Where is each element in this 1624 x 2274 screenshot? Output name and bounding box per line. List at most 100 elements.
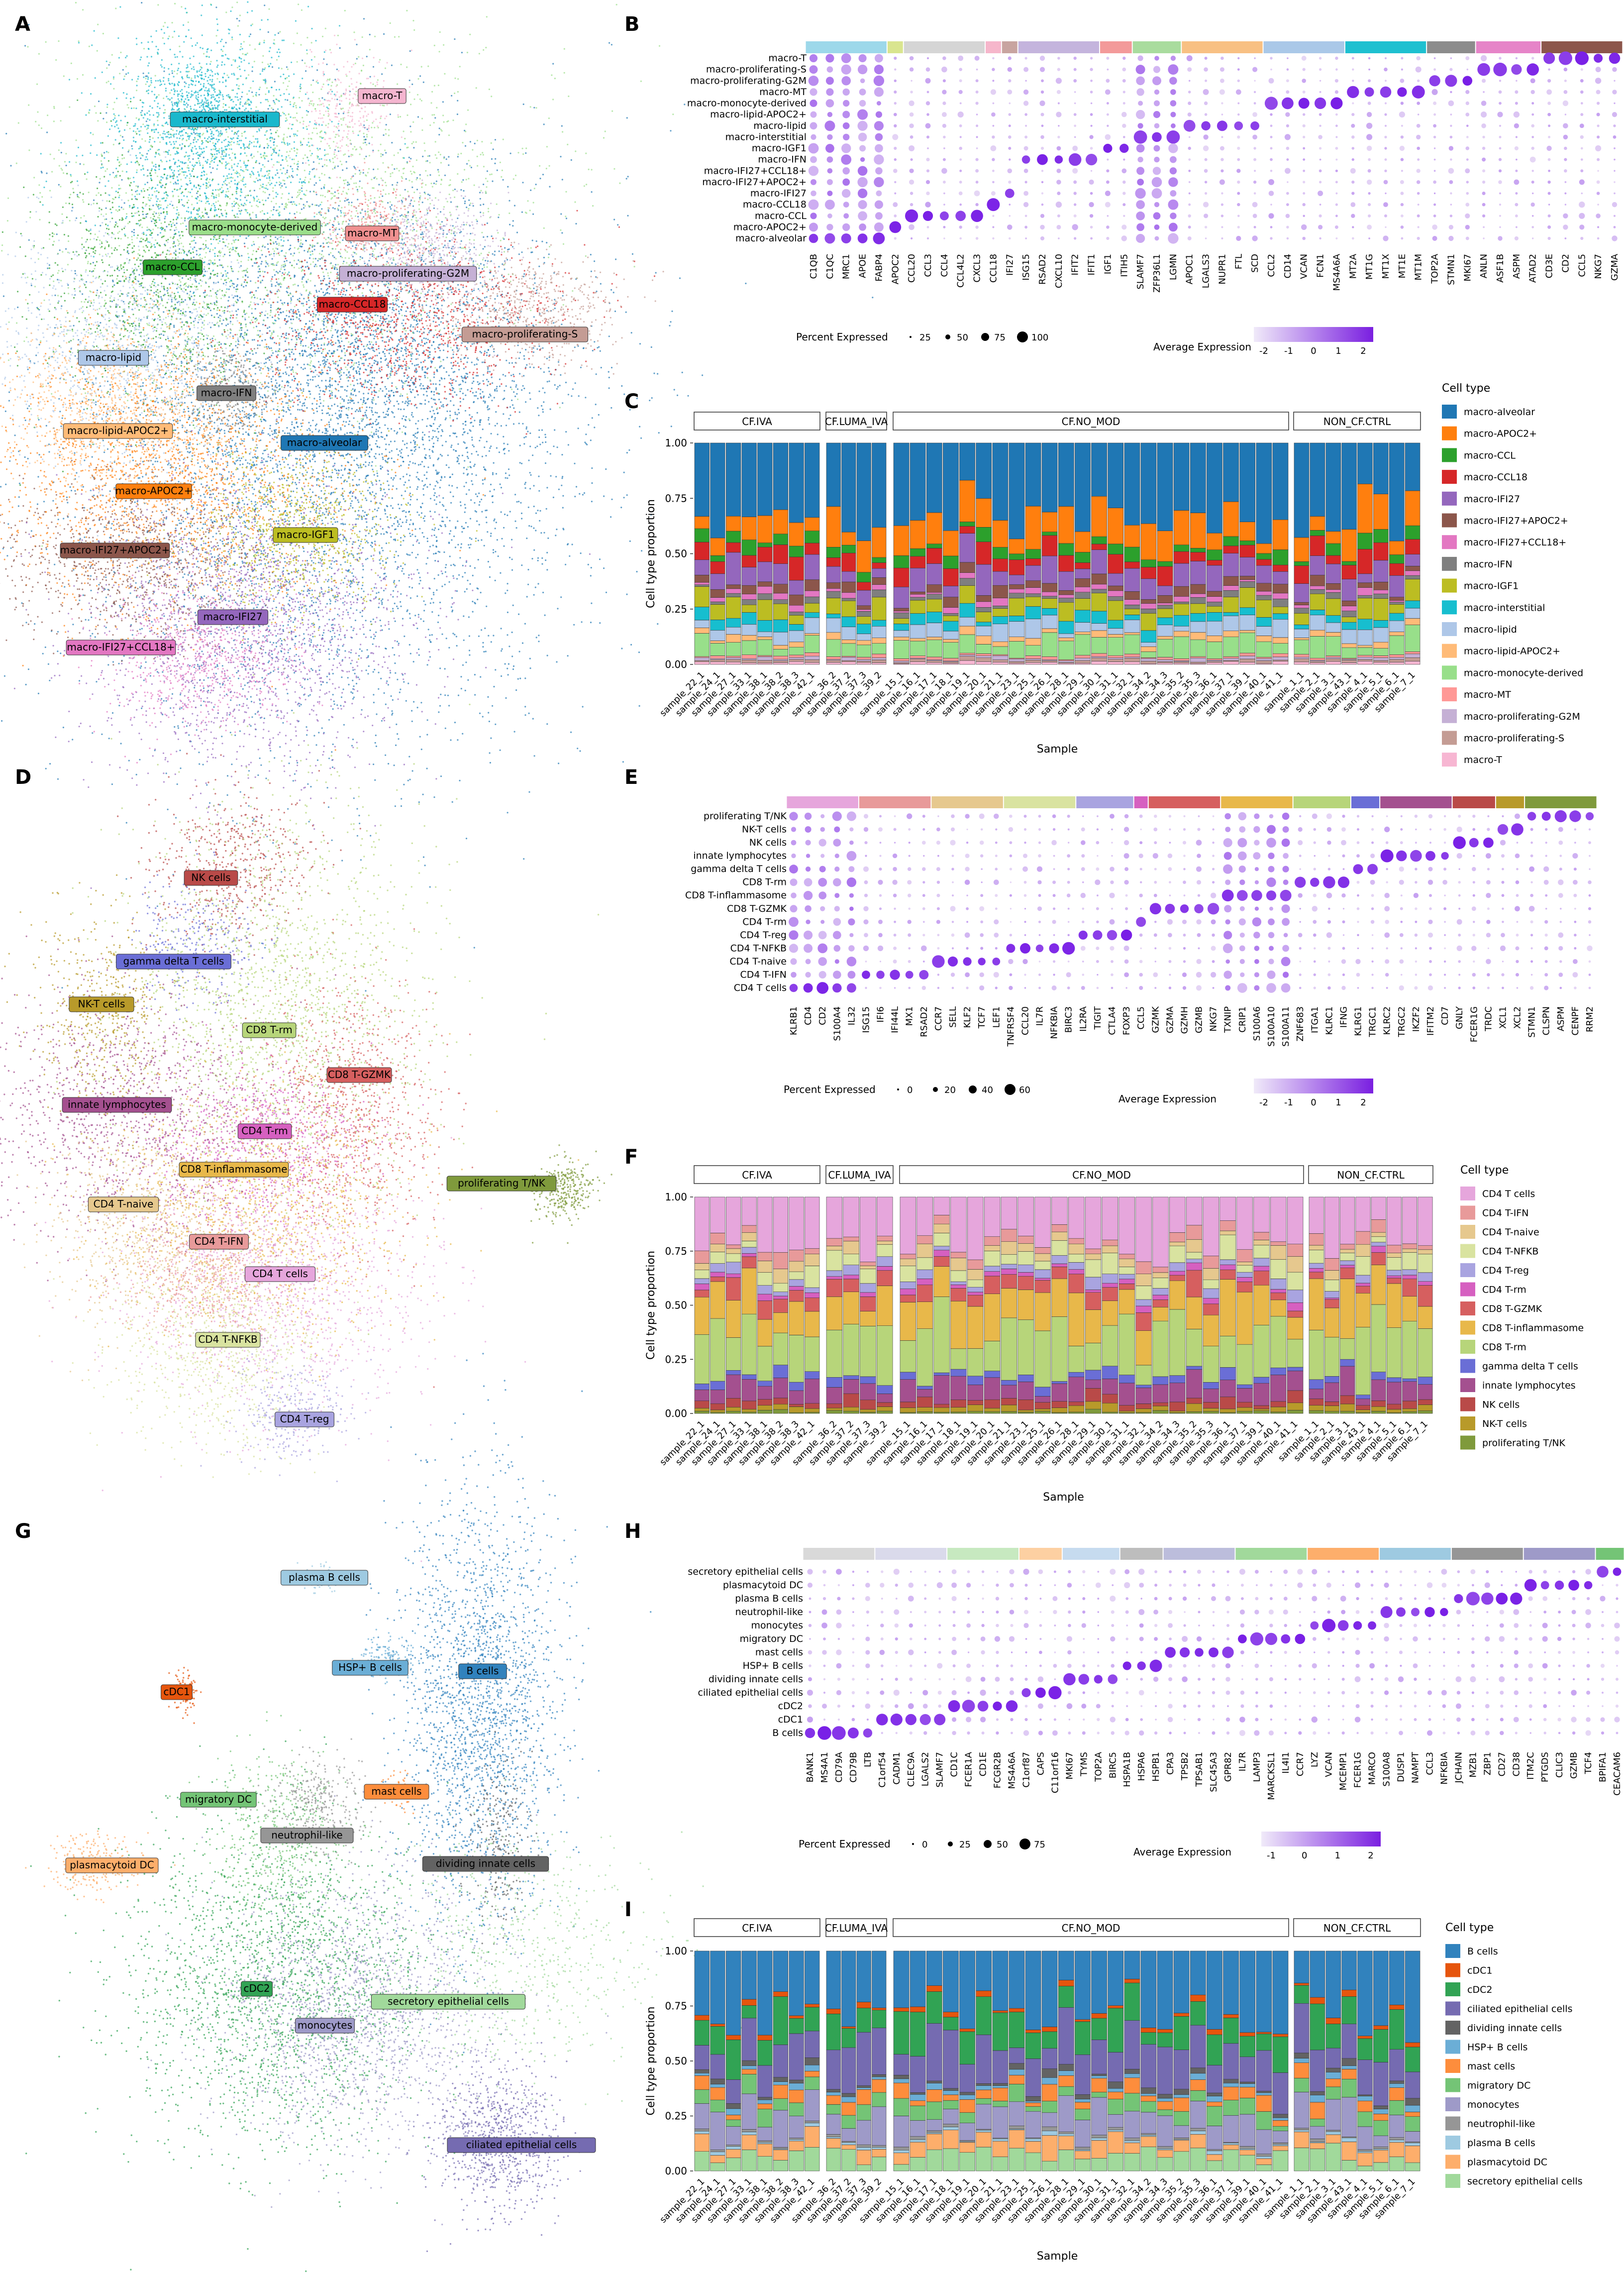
umap-point bbox=[533, 594, 535, 596]
umap-point bbox=[433, 262, 435, 264]
umap-point bbox=[378, 348, 380, 349]
umap-point bbox=[322, 512, 323, 514]
umap-point bbox=[164, 218, 166, 219]
umap-point bbox=[480, 393, 481, 395]
umap-point bbox=[395, 805, 396, 807]
umap-point bbox=[305, 608, 307, 610]
umap-point bbox=[126, 822, 127, 824]
umap-point bbox=[425, 263, 426, 265]
umap-point bbox=[418, 572, 419, 574]
umap-point bbox=[184, 606, 185, 607]
umap-point bbox=[438, 529, 439, 530]
umap-point bbox=[510, 153, 511, 154]
umap-point bbox=[527, 584, 529, 585]
umap-point bbox=[353, 385, 355, 386]
umap-point bbox=[410, 314, 411, 316]
umap-point bbox=[447, 345, 449, 347]
umap-point bbox=[343, 372, 345, 373]
umap-point bbox=[133, 229, 135, 230]
umap-point bbox=[409, 504, 411, 506]
umap-point bbox=[198, 549, 199, 550]
umap-point bbox=[274, 436, 276, 437]
umap-point bbox=[171, 371, 173, 372]
umap-point bbox=[363, 247, 365, 249]
umap-point bbox=[18, 496, 20, 498]
umap-point bbox=[342, 496, 344, 497]
umap-point bbox=[265, 652, 266, 653]
umap-point bbox=[397, 522, 399, 523]
umap-point bbox=[358, 391, 360, 393]
umap-point bbox=[416, 499, 418, 500]
umap-point bbox=[339, 501, 341, 503]
umap-point bbox=[326, 511, 327, 513]
umap-point bbox=[266, 386, 268, 387]
umap-point bbox=[347, 612, 349, 613]
umap-point bbox=[348, 184, 350, 185]
umap-point bbox=[177, 783, 178, 785]
umap-point bbox=[464, 512, 466, 513]
umap-point bbox=[283, 608, 285, 609]
umap-point bbox=[269, 330, 271, 331]
umap-point bbox=[522, 385, 524, 387]
umap-point bbox=[411, 412, 413, 414]
umap-point bbox=[418, 542, 420, 544]
umap-point bbox=[418, 614, 419, 615]
umap-point bbox=[118, 663, 119, 664]
umap-point bbox=[354, 475, 356, 477]
umap-point bbox=[350, 491, 351, 492]
umap-point bbox=[450, 446, 452, 448]
umap-point bbox=[460, 401, 461, 403]
umap-point bbox=[286, 332, 287, 334]
umap-point bbox=[507, 515, 508, 516]
umap-point bbox=[476, 363, 478, 365]
umap-point bbox=[268, 31, 269, 33]
umap-point bbox=[423, 485, 425, 486]
umap-point bbox=[416, 569, 418, 570]
umap-point bbox=[533, 107, 535, 108]
umap-point bbox=[392, 525, 393, 527]
umap-point bbox=[436, 336, 438, 338]
umap-point bbox=[397, 568, 398, 569]
umap-point bbox=[315, 602, 317, 603]
umap-point bbox=[338, 538, 339, 540]
umap-point bbox=[177, 725, 179, 727]
umap-point bbox=[0, 486, 1, 487]
umap-point bbox=[203, 561, 204, 562]
umap-point bbox=[446, 158, 447, 160]
umap-point bbox=[344, 561, 346, 563]
umap-point bbox=[276, 520, 277, 522]
umap-point bbox=[400, 335, 402, 337]
umap-point bbox=[361, 616, 363, 617]
umap-point bbox=[324, 452, 326, 453]
umap-point bbox=[136, 596, 137, 598]
umap-point bbox=[406, 348, 407, 349]
umap-point bbox=[313, 168, 315, 169]
umap-point bbox=[241, 533, 242, 535]
umap-point bbox=[391, 477, 392, 479]
umap-point bbox=[408, 756, 410, 758]
umap-point bbox=[184, 82, 186, 83]
umap-point bbox=[322, 472, 324, 474]
umap-point bbox=[297, 409, 299, 411]
umap-point bbox=[462, 287, 464, 288]
umap-point bbox=[424, 474, 425, 476]
umap-point bbox=[193, 595, 194, 596]
umap-point bbox=[107, 381, 108, 382]
umap-point bbox=[591, 271, 592, 272]
umap-point bbox=[329, 642, 331, 643]
umap-point bbox=[244, 486, 245, 487]
umap-point bbox=[608, 371, 609, 373]
umap-point bbox=[166, 772, 167, 774]
umap-point bbox=[390, 672, 391, 673]
umap-point bbox=[227, 272, 228, 274]
umap-point bbox=[384, 438, 386, 440]
umap-point bbox=[464, 591, 466, 592]
umap-point bbox=[155, 389, 156, 390]
umap-point bbox=[655, 272, 657, 274]
umap-point bbox=[573, 624, 575, 626]
umap-point bbox=[298, 337, 300, 338]
umap-point bbox=[557, 446, 558, 448]
umap-point bbox=[623, 497, 625, 498]
umap-point bbox=[187, 104, 189, 106]
umap-point bbox=[346, 374, 347, 376]
